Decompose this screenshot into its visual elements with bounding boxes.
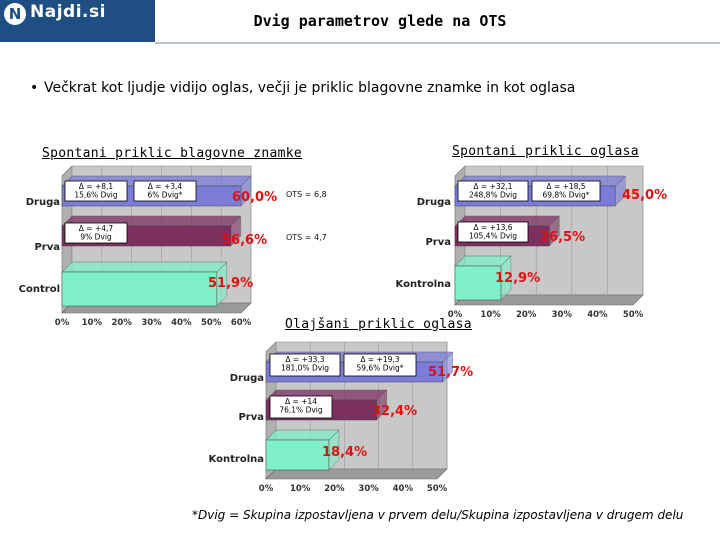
chart-1-lift-box — [457, 221, 529, 243]
chart-1-lift-text: Δ = +13,6 — [473, 223, 512, 232]
chart-1-tick-label: 10% — [480, 310, 501, 320]
chart-2-category-label: Kontrolna — [209, 454, 264, 465]
chart-2-tick-label: 10% — [290, 484, 311, 494]
chart-2-bar-top — [265, 429, 340, 441]
chart-1-lift-box — [457, 180, 529, 202]
chart-2-lift-text: Δ = +14 — [285, 397, 317, 406]
logo-background — [0, 0, 155, 42]
chart-2-tick-label: 40% — [393, 484, 414, 494]
chart-2-lift-text: 76,1% Dvig — [279, 406, 323, 415]
chart-0-lift-text: 9% Dvig — [80, 233, 112, 242]
chart-1-lift-text: Δ = +18,5 — [546, 182, 585, 191]
chart-0-ots-label: OTS = 4,7 — [286, 233, 327, 242]
chart-2-lift-box — [343, 353, 417, 377]
chart-1-value-label: 45,0% — [622, 188, 667, 203]
header-divider — [0, 42, 720, 44]
chart-1-lift-text: 248,8% Dvig — [469, 191, 517, 200]
chart-2-tick-label: 30% — [358, 484, 379, 494]
chart-0-category-label: Control — [19, 284, 60, 295]
chart-1-bar-kontrolna — [454, 265, 502, 301]
chart-2-value-label: 51,7% — [428, 365, 473, 380]
chart-0-lift-text: 15,6% Dvig — [74, 191, 118, 200]
chart-1-value-label: 26,5% — [540, 230, 585, 245]
chart-2-tick-label: 20% — [324, 484, 345, 494]
footnote: *Dvig = Skupina izpostavljena v prvem de… — [192, 508, 684, 522]
chart-1-tick-label: 0% — [448, 310, 463, 320]
chart-2-floor — [265, 468, 448, 480]
chart-2-value-label: 32,4% — [372, 404, 417, 419]
chart-0-ots-label: OTS = 6,8 — [286, 190, 327, 199]
chart-0-tick-label: 10% — [82, 318, 103, 328]
chart-0-category-label: Druga — [26, 197, 60, 208]
chart-1-tick-label: 30% — [552, 310, 573, 320]
chart-1-value-label: 12,9% — [495, 271, 540, 286]
bullet-icon: • — [30, 80, 39, 96]
chart-2-lift-text: Δ = +19,3 — [360, 355, 399, 364]
chart-2-value-label: 18,4% — [322, 445, 367, 460]
chart-0-tick-label: 40% — [171, 318, 192, 328]
chart-1-tick-label: 50% — [623, 310, 644, 320]
chart-1-lift-text: 69,8% Dvig* — [542, 191, 589, 200]
chart-0-value-label: 60,0% — [232, 190, 277, 205]
slide-title: Dvig parametrov glede na OTS — [253, 12, 507, 30]
chart-0-lift-text: 6% Dvig* — [147, 191, 182, 200]
chart-2-lift-box — [269, 353, 341, 377]
chart-2-lift-text: 181,0% Dvig — [281, 364, 329, 373]
logo-text: Najdi.si — [30, 2, 106, 22]
chart-0-tick-label: 0% — [55, 318, 70, 328]
chart-2-tick-label: 0% — [259, 484, 274, 494]
chart-2-lift-text: Δ = +33,3 — [285, 355, 324, 364]
chart-0-tick-label: 30% — [141, 318, 162, 328]
chart-0-category-label: Prva — [34, 242, 60, 253]
chart-title-ad-recall: Spontani priklic oglasa — [452, 144, 639, 159]
chart-2-category-label: Druga — [230, 373, 264, 384]
chart-1-category-label: Kontrolna — [396, 279, 451, 290]
chart-0-tick-label: 60% — [231, 318, 252, 328]
bullet-text: Večkrat kot ljudje vidijo oglas, večji j… — [44, 80, 576, 96]
chart-1-tick-label: 40% — [587, 310, 608, 320]
chart-0-bar-top — [61, 261, 228, 273]
chart-0-lift-box — [133, 180, 197, 202]
logo-badge-icon: N — [4, 3, 26, 25]
chart-0-lift-box — [64, 222, 128, 244]
chart-1-lift-text: Δ = +32,1 — [473, 182, 512, 191]
chart-2-lift-text: 59,6% Dvig* — [356, 364, 403, 373]
chart-1-lift-text: 105,4% Dvig — [469, 232, 517, 241]
chart-0-bar-control — [61, 271, 218, 307]
chart-1-lift-box — [531, 180, 601, 202]
chart-0-lift-text: Δ = +3,4 — [148, 182, 183, 191]
chart-1-category-label: Prva — [425, 237, 451, 248]
chart-0-lift-text: Δ = +4,7 — [79, 224, 114, 233]
chart-title-brand-recall: Spontani priklic blagovne znamke — [42, 146, 303, 161]
chart-1-tick-label: 20% — [516, 310, 537, 320]
chart-0-tick-label: 20% — [111, 318, 132, 328]
chart-2-lift-box — [269, 395, 333, 419]
chart-0-lift-text: Δ = +8,1 — [79, 182, 114, 191]
najdi-logo[interactable]: N Najdi.si — [0, 0, 155, 44]
chart-0-value-label: 51,9% — [208, 276, 253, 291]
chart-0-lift-box — [64, 180, 128, 202]
chart-0-value-label: 56,6% — [222, 233, 267, 248]
chart-0-tick-label: 50% — [201, 318, 222, 328]
chart-2-bar-kontrolna — [265, 439, 330, 471]
chart-2-tick-label: 50% — [427, 484, 448, 494]
chart-1-category-label: Druga — [417, 197, 451, 208]
chart-2-category-label: Prva — [238, 412, 264, 423]
chart-title-aided-recall: Olajšani priklic oglasa — [285, 317, 472, 332]
